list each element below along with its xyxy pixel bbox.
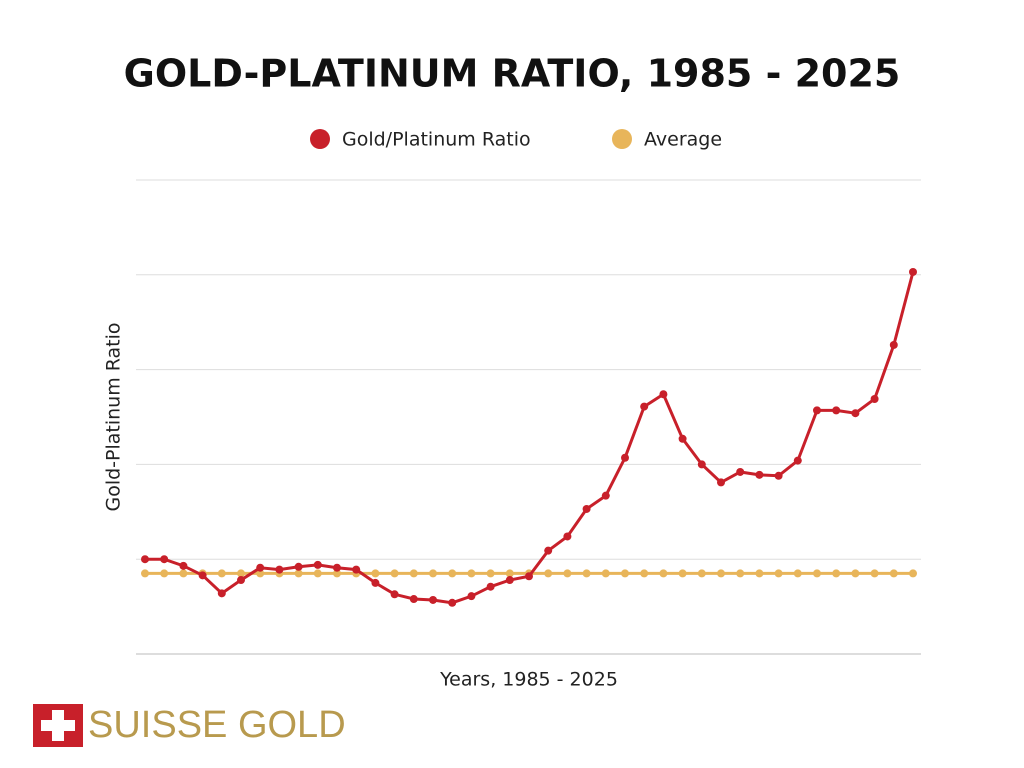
data-point — [640, 402, 649, 411]
data-point — [217, 589, 226, 598]
data-point — [371, 569, 380, 578]
data-point — [832, 569, 841, 578]
data-point — [640, 569, 649, 578]
data-point — [736, 467, 745, 476]
data-point — [659, 390, 668, 399]
data-point — [525, 572, 533, 581]
data-point — [832, 406, 841, 415]
data-point — [774, 569, 783, 578]
data-point — [851, 569, 860, 578]
data-point — [429, 569, 437, 578]
legend-label: Average — [644, 129, 722, 151]
data-point — [601, 569, 610, 578]
data-point — [889, 340, 898, 349]
data-point — [448, 598, 457, 607]
chart-title: GOLD-PLATINUM RATIO, 1985 - 2025 — [124, 52, 901, 96]
data-point — [813, 569, 821, 578]
data-point — [909, 267, 917, 276]
data-point — [409, 595, 418, 604]
data-point — [544, 546, 553, 555]
data-point — [198, 571, 207, 580]
data-point — [505, 576, 514, 585]
data-point — [390, 590, 399, 599]
data-point — [755, 470, 764, 479]
data-point — [793, 569, 802, 578]
data-point — [467, 592, 476, 601]
data-point — [563, 569, 572, 578]
data-point — [141, 569, 149, 578]
data-point — [275, 565, 284, 574]
data-point — [717, 478, 725, 487]
data-point — [717, 569, 725, 578]
data-point — [851, 409, 860, 418]
data-point — [678, 434, 687, 443]
data-point — [659, 569, 668, 578]
data-point — [563, 532, 572, 541]
data-point — [774, 471, 783, 480]
data-point — [256, 563, 265, 572]
data-point — [409, 569, 418, 578]
data-point — [237, 569, 245, 578]
data-point — [601, 491, 610, 500]
logo-cross — [41, 720, 75, 731]
data-point — [697, 569, 706, 578]
data-point — [793, 456, 802, 465]
data-point — [486, 569, 495, 578]
data-point — [237, 576, 245, 585]
data-point — [621, 453, 629, 462]
data-point — [313, 569, 322, 578]
legend-marker — [612, 129, 632, 149]
data-point — [621, 569, 629, 578]
legend-label: Gold/Platinum Ratio — [342, 129, 531, 151]
legend-marker — [310, 129, 330, 149]
data-point — [736, 569, 745, 578]
data-point — [390, 569, 399, 578]
data-point — [313, 560, 322, 569]
data-point — [371, 578, 380, 587]
data-point — [678, 569, 687, 578]
data-point — [544, 569, 553, 578]
x-axis-label: Years, 1985 - 2025 — [439, 669, 618, 691]
data-point — [870, 394, 879, 403]
data-point — [813, 406, 821, 415]
data-point — [870, 569, 879, 578]
logo-text: SUISSE GOLD — [88, 704, 346, 746]
data-point — [294, 569, 303, 578]
data-point — [160, 555, 169, 564]
data-point — [179, 569, 188, 578]
y-axis-label: Gold-Platinum Ratio — [103, 322, 125, 511]
logo: SUISSE GOLD — [33, 704, 346, 747]
data-point — [582, 504, 591, 513]
data-point — [486, 582, 495, 591]
data-point — [582, 569, 591, 578]
data-point — [505, 569, 514, 578]
data-point — [889, 569, 898, 578]
data-point — [697, 460, 706, 469]
data-point — [256, 569, 265, 578]
data-point — [179, 561, 188, 570]
data-point — [448, 569, 457, 578]
data-point — [909, 569, 917, 578]
data-point — [352, 565, 361, 574]
data-point — [160, 569, 169, 578]
data-point — [333, 569, 341, 578]
data-point — [467, 569, 476, 578]
data-point — [333, 563, 341, 572]
data-point — [294, 562, 303, 571]
data-point — [755, 569, 764, 578]
data-point — [141, 555, 149, 564]
data-point — [217, 569, 226, 578]
data-point — [429, 595, 437, 604]
